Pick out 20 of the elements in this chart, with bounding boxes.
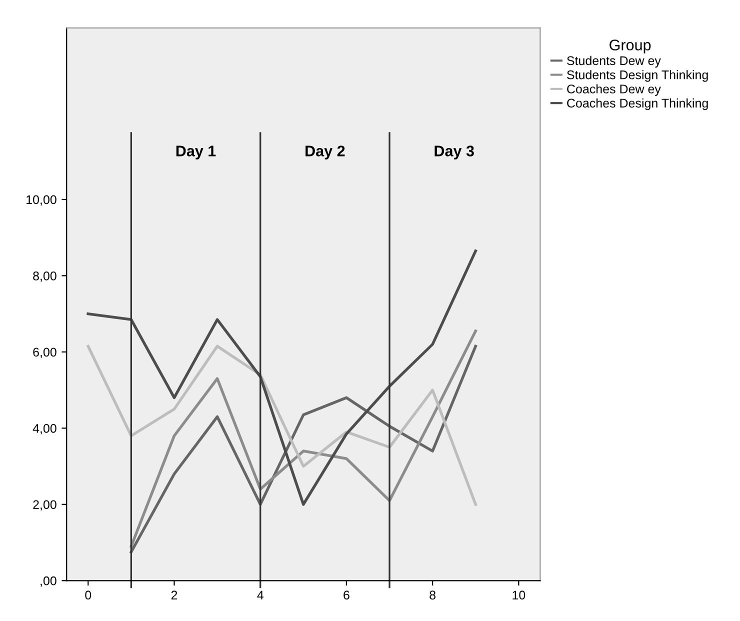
y-tick-label: 6,00 [33, 348, 56, 358]
x-tick-label: 0 [85, 590, 92, 600]
legend-label: Students Design Thinking [567, 70, 708, 82]
y-tick-label: 2,00 [33, 500, 56, 511]
y-tick-label: 10,00 [26, 195, 56, 206]
y-tick-label: 4,00 [32, 424, 56, 434]
x-tick-label: 4 [257, 590, 264, 600]
annotation: Day 1 [176, 146, 216, 160]
legend-title: Group [610, 40, 651, 54]
y-tick-label: ,00 [40, 576, 56, 587]
y-tick-label: 8,00 [33, 272, 56, 282]
x-tick-label: 10 [512, 590, 526, 600]
x-tick-label: 8 [430, 590, 436, 600]
legend-label: Students Dew ey [567, 56, 661, 68]
annotation: Day 3 [434, 146, 474, 160]
x-tick-label: 2 [171, 590, 178, 600]
annotation: Day 2 [306, 146, 345, 160]
legend-label: Coaches Dew ey [567, 84, 661, 96]
x-tick-label: 6 [344, 590, 350, 600]
legend-label: Coaches Design Thinking [567, 98, 708, 110]
